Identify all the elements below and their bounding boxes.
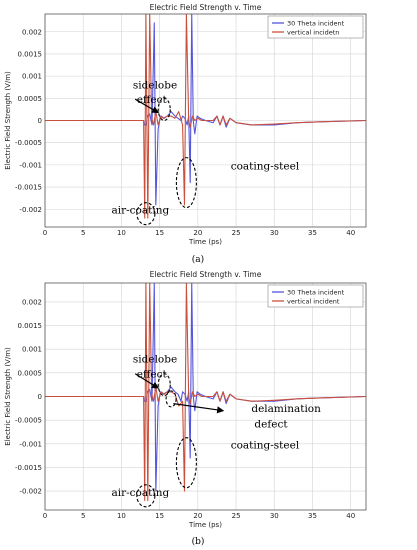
x-tick-label: 15 (155, 229, 164, 237)
y-tick-label: -0.002 (19, 206, 42, 214)
y-tick-label: 0.001 (22, 73, 42, 81)
sidelobe-arrow (134, 373, 160, 389)
series-line-theta30 (45, 283, 366, 492)
sidelobe-arrow (134, 98, 160, 114)
x-tick-label: 30 (270, 229, 279, 237)
plot-frame (44, 13, 367, 228)
x-tick-label: 35 (308, 512, 317, 520)
x-tick-label: 30 (270, 512, 279, 520)
figure-caption: (b) (192, 536, 205, 547)
annotation-label: effect (137, 94, 168, 106)
y-tick-label: 0 (38, 393, 42, 401)
air-coating-ellipse (136, 484, 156, 508)
delamination-arrow (173, 402, 225, 414)
y-tick-label: -0.0005 (15, 417, 42, 425)
x-tick-label: 15 (155, 512, 164, 520)
y-tick-label: -0.0015 (15, 184, 42, 192)
x-tick-label: 35 (308, 229, 317, 237)
chart-panel-a: 0 5 10 15 20 25 30 35 40 0.002 0.0015 0.001 0.0005 0 -… (4, 3, 367, 246)
x-tick-label: 0 (43, 229, 47, 237)
legend-entry: vertical incidetn (287, 28, 339, 36)
legend-box (267, 15, 364, 39)
annotation-label: coating-steel (231, 440, 300, 452)
plot-frame (44, 282, 367, 511)
x-tick-label: 10 (117, 512, 126, 520)
coating-steel-ellipse (175, 437, 197, 489)
figure-caption: (a) (192, 254, 204, 265)
x-tick-label: 10 (117, 229, 126, 237)
annotation-label: delamination (251, 403, 321, 415)
coating-steel-ellipse (175, 157, 197, 209)
annotation-label: coating-steel (231, 160, 300, 172)
legend-entry: 30 Theta incident (287, 19, 345, 27)
y-tick-label: 0.002 (22, 298, 42, 306)
chart-title: Electric Field Strength v. Time (150, 3, 262, 12)
y-axis-label: Electric Field Strength (V/m) (4, 71, 12, 170)
series-line-vertical (45, 14, 366, 219)
x-axis-label: Time (ps) (188, 521, 222, 529)
y-tick-label: -0.0005 (15, 139, 42, 147)
series-line-theta30 (45, 14, 366, 206)
y-tick-label: 0.002 (22, 28, 42, 36)
legend-entry: 30 Theta incident (287, 288, 345, 296)
x-axis-label: Time (ps) (188, 238, 222, 246)
x-tick-label: 25 (232, 229, 241, 237)
y-tick-label: -0.002 (19, 488, 42, 496)
annotation-label: sidelobe (133, 353, 177, 365)
x-tick-label: 25 (232, 512, 241, 520)
y-tick-label: 0 (38, 117, 42, 125)
air-coating-ellipse (136, 202, 156, 226)
delamination-ellipse (165, 390, 177, 408)
annotation-label: defect (254, 419, 288, 431)
y-tick-label: 0.0015 (18, 50, 43, 58)
y-tick-label: 0.0005 (18, 369, 43, 377)
x-tick-label: 5 (81, 512, 85, 520)
y-tick-label: -0.001 (19, 440, 42, 448)
x-tick-label: 0 (43, 512, 47, 520)
series-line-vertical (45, 283, 366, 502)
x-tick-label: 40 (346, 229, 355, 237)
annotation-label: air-coating (111, 487, 169, 499)
y-tick-label: 0.0005 (18, 95, 43, 103)
x-tick-label: 5 (81, 229, 85, 237)
x-tick-label: 20 (193, 512, 202, 520)
x-tick-label: 40 (346, 512, 355, 520)
y-tick-label: 0.0015 (18, 322, 43, 330)
x-tick-label: 20 (193, 229, 202, 237)
legend-box (267, 284, 364, 308)
annotation-label: air-coating (111, 205, 169, 217)
y-tick-label: 0.001 (22, 346, 42, 354)
chart-panel-b: 0 5 10 15 20 25 30 35 40 0.002 0.0015 0.001 0.0005 0 -… (4, 270, 367, 529)
y-axis-label: Electric Field Strength (V/m) (4, 347, 12, 446)
legend-entry: vertical incident (287, 297, 340, 305)
y-tick-label: -0.0015 (15, 464, 42, 472)
chart-title: Electric Field Strength v. Time (150, 270, 262, 279)
y-tick-label: -0.001 (19, 161, 42, 169)
annotation-label: effect (137, 369, 168, 381)
annotation-label: sidelobe (133, 80, 177, 92)
